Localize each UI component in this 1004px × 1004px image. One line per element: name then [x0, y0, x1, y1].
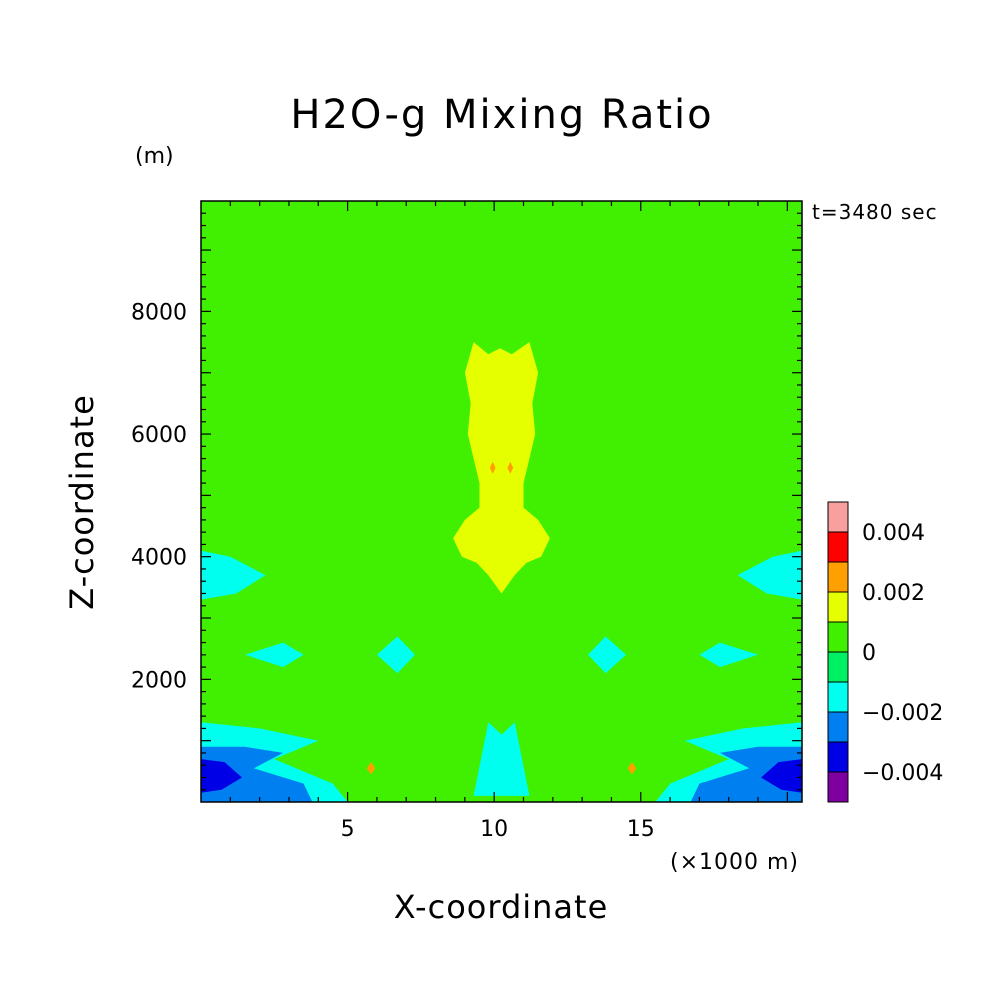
y-tick-label: 8000	[131, 300, 187, 325]
contour-region-11	[376, 636, 415, 674]
contour-region-9	[245, 642, 304, 668]
x-tick-label: 10	[480, 817, 508, 842]
colorbar-swatch	[827, 621, 849, 653]
colorbar-swatch	[827, 501, 849, 533]
colorbar-swatch	[827, 561, 849, 593]
y-tick-label: 2000	[131, 668, 187, 693]
contour-region-8	[737, 550, 802, 600]
colorbar-tick-label: −0.002	[862, 701, 943, 726]
axis-ticks	[201, 201, 802, 802]
contour-region-18	[201, 759, 242, 793]
time-annotation: t=3480 sec	[812, 200, 938, 224]
colorbar-swatch	[827, 771, 849, 803]
contour-region-7	[201, 550, 266, 600]
x-axis-label: X-coordinate	[393, 888, 609, 926]
colorbar-tick-label: 0	[862, 641, 876, 666]
contour-region-3	[489, 461, 496, 474]
chart-title: H2O-g Mixing Ratio	[290, 92, 714, 138]
y-tick-label: 6000	[131, 423, 187, 448]
colorbar-tick-label: 0.002	[862, 581, 925, 606]
y-axis-unit: (m)	[135, 144, 174, 169]
colorbar-swatch	[827, 531, 849, 563]
x-axis-unit: (×1000 m)	[670, 850, 800, 875]
colorbar-swatch	[827, 741, 849, 773]
plot-frame	[200, 200, 803, 803]
contour-region-2	[453, 342, 550, 594]
axis-tick-labels: 5 10 15 2000 4000 6000 8000	[131, 300, 655, 842]
colorbar-tick-label: −0.004	[862, 761, 943, 786]
contour-region-10	[699, 642, 758, 668]
contour-region-16	[201, 746, 313, 802]
x-tick-label: 5	[341, 817, 355, 842]
contour-region-12	[588, 636, 627, 674]
colorbar-swatch	[827, 591, 849, 623]
contour-region-17	[690, 746, 802, 802]
y-tick-label: 4000	[131, 546, 187, 571]
x-tick-label: 15	[627, 817, 655, 842]
contour-region-6	[627, 762, 637, 775]
colorbar-tick-label: 0.004	[862, 521, 925, 546]
contour-region-4	[507, 461, 514, 474]
contour-region-19	[761, 759, 802, 793]
colorbar-swatch	[827, 711, 849, 743]
colorbar-swatch	[827, 651, 849, 683]
colorbar-swatch	[827, 681, 849, 713]
contour-region-5	[366, 762, 376, 775]
colorbar: −0.004 −0.002 0 0.002 0.004	[827, 501, 943, 803]
contour-region-13	[473, 722, 530, 796]
plot-area	[201, 201, 802, 802]
